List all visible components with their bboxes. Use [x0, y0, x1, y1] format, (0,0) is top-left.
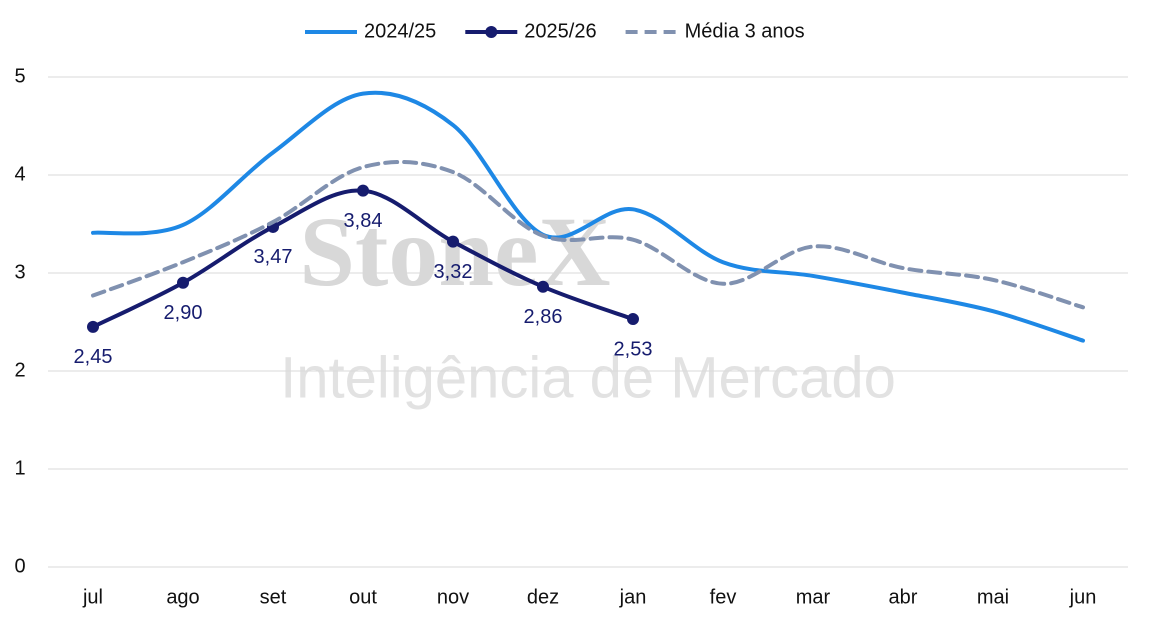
point	[357, 184, 369, 197]
x-tick-label: out	[349, 586, 377, 608]
data-label: 2,45	[74, 346, 113, 368]
series-line	[91, 90, 1085, 343]
data-label: 3,84	[344, 210, 383, 232]
y-tick-label: 4	[14, 163, 25, 185]
y-tick-label: 3	[14, 261, 25, 283]
x-tick-label: mai	[977, 586, 1009, 608]
series-line	[91, 159, 1085, 310]
y-tick-label: 0	[14, 555, 25, 577]
x-tick-label: set	[260, 586, 287, 608]
watermark: StoneX	[299, 196, 610, 307]
x-tick-label: jan	[619, 586, 647, 608]
x-tick-label: abr	[889, 586, 918, 608]
legend-marker	[485, 26, 498, 38]
legend-label: 2024/25	[364, 20, 436, 42]
x-tick-label: jun	[1069, 586, 1097, 608]
legend-label: 2025/26	[524, 20, 596, 42]
data-label: 3,32	[434, 261, 473, 283]
watermark: Inteligência de Mercado	[280, 345, 896, 410]
data-label: 3,47	[254, 246, 293, 268]
x-tick-label: jul	[82, 586, 103, 608]
data-label: 2,86	[524, 306, 563, 328]
point	[87, 320, 99, 333]
legend-label: Média 3 anos	[685, 20, 805, 42]
point	[447, 235, 459, 248]
y-tick-label: 5	[14, 65, 25, 87]
x-tick-label: ago	[166, 586, 199, 608]
point	[627, 313, 639, 326]
x-tick-label: dez	[527, 586, 559, 608]
point	[537, 280, 549, 293]
point	[177, 276, 189, 289]
y-tick-label: 2	[14, 359, 25, 381]
x-tick-label: fev	[710, 586, 737, 608]
data-label: 2,53	[614, 338, 653, 360]
x-tick-label: nov	[437, 586, 469, 608]
y-tick-label: 1	[14, 457, 25, 479]
data-label: 2,90	[164, 302, 203, 324]
x-tick-label: mar	[796, 586, 831, 608]
